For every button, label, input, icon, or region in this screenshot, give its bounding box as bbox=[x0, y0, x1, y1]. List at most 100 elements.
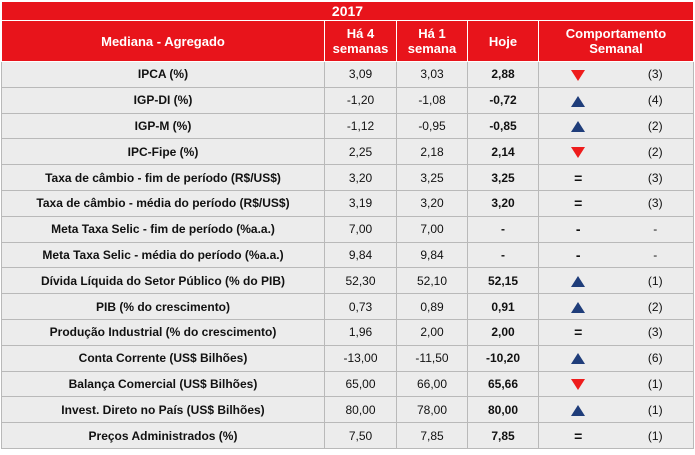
row-label: Balança Comercial (US$ Bilhões) bbox=[1, 370, 325, 398]
row-label: Meta Taxa Selic - fim de período (%a.a.) bbox=[1, 215, 325, 243]
value-today: -0,72 bbox=[467, 86, 539, 114]
col-header-label: Mediana - Agregado bbox=[1, 20, 325, 62]
value-1-week: 9,84 bbox=[396, 241, 468, 269]
equal-icon: = bbox=[574, 169, 583, 186]
row-label: Invest. Direto no País (US$ Bilhões) bbox=[1, 396, 325, 424]
value-1-week: -1,08 bbox=[396, 86, 468, 114]
value-1-week: 0,89 bbox=[396, 293, 468, 320]
weekly-count: (2) bbox=[617, 138, 694, 166]
value-1-week: 52,10 bbox=[396, 267, 468, 295]
table-row: Preços Administrados (%) 7,50 7,85 7,85 = (1) bbox=[1, 422, 694, 449]
triangle-up-icon bbox=[571, 121, 586, 133]
triangle-up-icon bbox=[571, 276, 586, 288]
table-row: Taxa de câmbio - fim de período (R$/US$)… bbox=[1, 164, 694, 191]
trend-symbol: = bbox=[538, 422, 618, 449]
value-today: 65,66 bbox=[467, 370, 539, 398]
weekly-count: (3) bbox=[617, 164, 694, 191]
weekly-count: (3) bbox=[617, 189, 694, 217]
trend-cell bbox=[538, 267, 618, 295]
triangle-down-icon bbox=[571, 379, 586, 391]
table-row: Taxa de câmbio - média do período (R$/US… bbox=[1, 189, 694, 217]
value-4-weeks: 80,00 bbox=[324, 396, 397, 424]
value-4-weeks: 7,00 bbox=[324, 215, 397, 243]
value-today: -10,20 bbox=[467, 344, 539, 372]
weekly-count: (2) bbox=[617, 293, 694, 320]
equal-icon: = bbox=[574, 324, 583, 341]
table-row: IPC-Fipe (%) 2,25 2,18 2,14 (2) bbox=[1, 138, 694, 166]
table-row: Meta Taxa Selic - média do período (%a.a… bbox=[1, 241, 694, 269]
dash-icon: - bbox=[575, 221, 581, 238]
trend-cell bbox=[538, 61, 618, 88]
value-4-weeks: 3,20 bbox=[324, 164, 397, 191]
trend-cell bbox=[538, 112, 618, 140]
trend-cell bbox=[538, 370, 618, 398]
year-header: 2017 bbox=[1, 1, 694, 21]
trend-symbol: - bbox=[538, 241, 618, 269]
value-today: 3,25 bbox=[467, 164, 539, 191]
trend-symbol: = bbox=[538, 318, 618, 346]
value-1-week: 66,00 bbox=[396, 370, 468, 398]
value-today: 3,20 bbox=[467, 189, 539, 217]
row-label: PIB (% do crescimento) bbox=[1, 293, 325, 320]
weekly-count: (6) bbox=[617, 344, 694, 372]
value-1-week: 2,18 bbox=[396, 138, 468, 166]
value-1-week: -11,50 bbox=[396, 344, 468, 372]
value-today: 0,91 bbox=[467, 293, 539, 320]
row-label: Produção Industrial (% do crescimento) bbox=[1, 318, 325, 346]
weekly-count: - bbox=[617, 241, 694, 269]
value-4-weeks: 52,30 bbox=[324, 267, 397, 295]
weekly-count: (1) bbox=[617, 370, 694, 398]
weekly-count: (3) bbox=[617, 61, 694, 88]
triangle-down-icon bbox=[571, 69, 586, 81]
triangle-up-icon bbox=[571, 353, 586, 365]
trend-cell bbox=[538, 344, 618, 372]
row-label: Taxa de câmbio - média do período (R$/US… bbox=[1, 189, 325, 217]
table-row: IPCA (%) 3,09 3,03 2,88 (3) bbox=[1, 61, 694, 88]
value-today: 52,15 bbox=[467, 267, 539, 295]
row-label: Dívida Líquida do Setor Público (% do PI… bbox=[1, 267, 325, 295]
value-4-weeks: 9,84 bbox=[324, 241, 397, 269]
trend-cell bbox=[538, 293, 618, 320]
row-label: Taxa de câmbio - fim de período (R$/US$) bbox=[1, 164, 325, 191]
weekly-count: (4) bbox=[617, 86, 694, 114]
trend-cell bbox=[538, 86, 618, 114]
value-1-week: 7,00 bbox=[396, 215, 468, 243]
value-4-weeks: 3,19 bbox=[324, 189, 397, 217]
value-1-week: 3,03 bbox=[396, 61, 468, 88]
row-label: IGP-M (%) bbox=[1, 112, 325, 140]
col-header-behavior: Comportamento Semanal bbox=[538, 20, 694, 62]
row-label: IGP-DI (%) bbox=[1, 86, 325, 114]
trend-cell bbox=[538, 396, 618, 424]
trend-cell bbox=[538, 138, 618, 166]
value-1-week: -0,95 bbox=[396, 112, 468, 140]
weekly-count: - bbox=[617, 215, 694, 243]
value-today: 7,85 bbox=[467, 422, 539, 449]
value-4-weeks: 0,73 bbox=[324, 293, 397, 320]
value-1-week: 78,00 bbox=[396, 396, 468, 424]
equal-icon: = bbox=[574, 427, 583, 444]
dash-icon: - bbox=[575, 246, 581, 263]
table-body: IPCA (%) 3,09 3,03 2,88 (3) IGP-DI (%) -1,20 -1… bbox=[1, 61, 694, 449]
table-row: Invest. Direto no País (US$ Bilhões) 80,0… bbox=[1, 396, 694, 424]
triangle-up-icon bbox=[571, 301, 586, 313]
value-today: 2,88 bbox=[467, 61, 539, 88]
weekly-count: (1) bbox=[617, 267, 694, 295]
row-label: Meta Taxa Selic - média do período (%a.a… bbox=[1, 241, 325, 269]
value-4-weeks: 7,50 bbox=[324, 422, 397, 449]
value-1-week: 3,20 bbox=[396, 189, 468, 217]
value-today: 2,00 bbox=[467, 318, 539, 346]
value-4-weeks: 1,96 bbox=[324, 318, 397, 346]
trend-symbol: = bbox=[538, 164, 618, 191]
triangle-up-icon bbox=[571, 405, 586, 417]
value-today: 80,00 bbox=[467, 396, 539, 424]
table-row: Conta Corrente (US$ Bilhões) -13,00 -11,50… bbox=[1, 344, 694, 372]
weekly-count: (1) bbox=[617, 396, 694, 424]
value-4-weeks: 2,25 bbox=[324, 138, 397, 166]
table-row: PIB (% do crescimento) 0,73 0,89 0,91 (2) bbox=[1, 293, 694, 320]
value-4-weeks: 65,00 bbox=[324, 370, 397, 398]
value-1-week: 3,25 bbox=[396, 164, 468, 191]
triangle-up-icon bbox=[571, 95, 586, 107]
table-row: Meta Taxa Selic - fim de período (%a.a.)… bbox=[1, 215, 694, 243]
row-label: IPCA (%) bbox=[1, 61, 325, 88]
weekly-count: (2) bbox=[617, 112, 694, 140]
